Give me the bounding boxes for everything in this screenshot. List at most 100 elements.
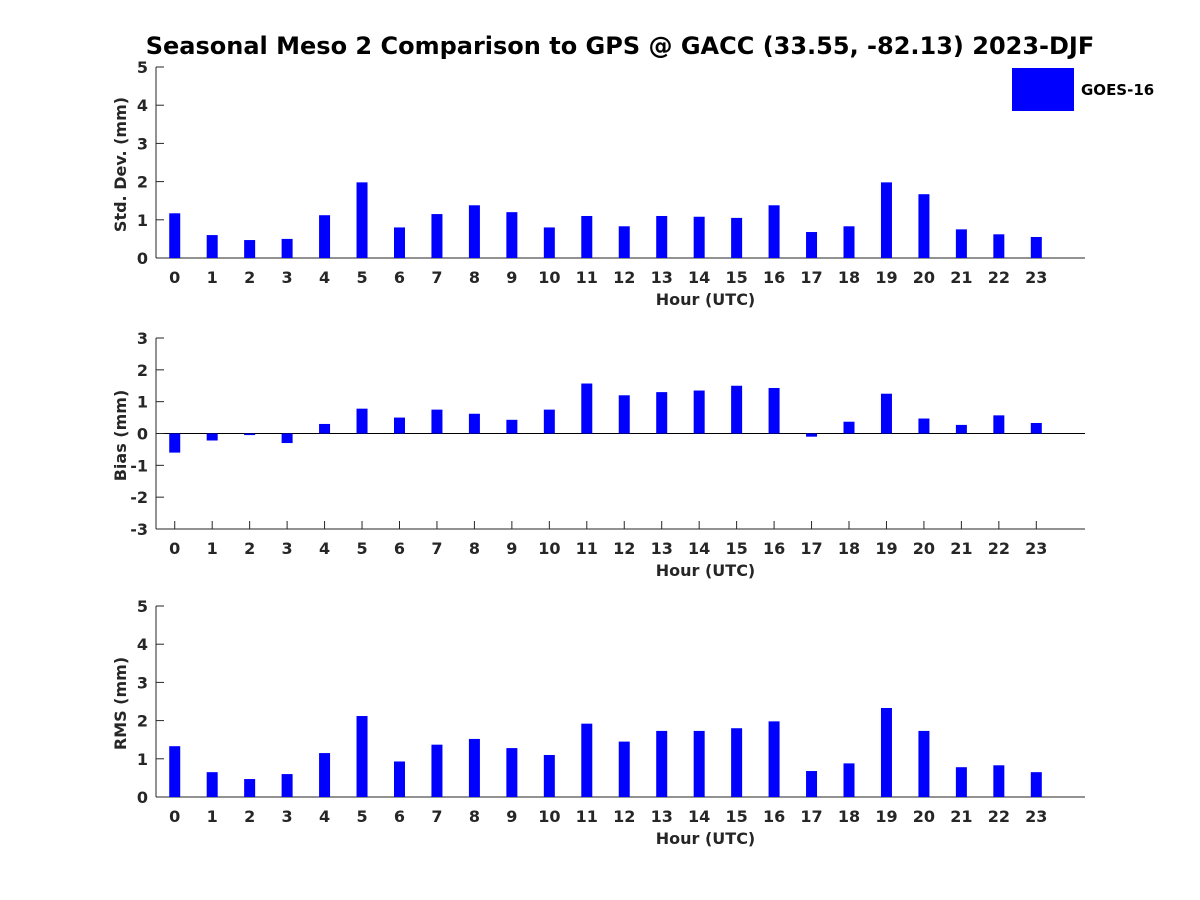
- bias-xtick-label: 22: [988, 539, 1010, 558]
- std-dev-bar: [543, 227, 555, 258]
- rms-bar: [581, 723, 593, 797]
- rms-ytick-label: 4: [137, 635, 148, 654]
- bias-bar: [918, 418, 930, 434]
- std-dev-bar: [468, 205, 480, 258]
- rms-xtick-label: 6: [394, 807, 405, 826]
- bias-bar: [393, 417, 405, 434]
- bias-bar: [244, 433, 256, 436]
- std-dev-xtick-label: 18: [838, 268, 860, 287]
- rms-bar: [1030, 772, 1042, 797]
- bias-bar: [880, 393, 892, 434]
- rms-bar: [169, 746, 181, 797]
- std-dev-ytick-label: 1: [137, 211, 148, 230]
- bias-xtick-label: 5: [356, 539, 367, 558]
- bias-ytick-label: -1: [130, 456, 148, 475]
- bias-bar: [468, 413, 480, 434]
- rms-bar: [356, 716, 368, 797]
- rms-xtick-label: 17: [800, 807, 822, 826]
- bias-xtick-label: 12: [613, 539, 635, 558]
- rms-bar: [618, 741, 630, 797]
- std-dev-xtick-label: 14: [688, 268, 710, 287]
- bias-ytick-label: -3: [130, 520, 148, 539]
- rms-bar: [918, 730, 930, 797]
- rms-xtick-label: 7: [431, 807, 442, 826]
- rms-xlabel: Hour (UTC): [656, 829, 756, 848]
- std-dev-bar: [918, 194, 930, 258]
- bias-xtick-label: 2: [244, 539, 255, 558]
- std-dev-bar: [693, 216, 705, 258]
- bias-xtick-label: 16: [763, 539, 785, 558]
- bias-xtick-label: 18: [838, 539, 860, 558]
- bias-xtick-label: 1: [207, 539, 218, 558]
- std-dev-bar: [206, 235, 218, 258]
- bias-xtick-label: 4: [319, 539, 330, 558]
- std-dev-xtick-label: 15: [725, 268, 747, 287]
- rms-bar: [843, 763, 855, 797]
- bias-xlabel: Hour (UTC): [656, 561, 756, 580]
- rms-bar: [693, 730, 705, 797]
- bias-xtick-label: 23: [1025, 539, 1047, 558]
- rms-ytick-label: 5: [137, 597, 148, 616]
- std-dev-bar: [319, 215, 331, 258]
- std-dev-bar: [955, 229, 967, 258]
- legend-swatch-goes16: [1012, 68, 1074, 111]
- bias-ytick-label: -2: [130, 488, 148, 507]
- rms-xtick-label: 11: [576, 807, 598, 826]
- rms-ytick-label: 3: [137, 673, 148, 692]
- bias-bar: [1030, 422, 1042, 434]
- rms-bar: [955, 767, 967, 797]
- std-dev-xtick-label: 1: [207, 268, 218, 287]
- rms-xtick-label: 1: [207, 807, 218, 826]
- std-dev-xtick-label: 23: [1025, 268, 1047, 287]
- std-dev-bar: [356, 182, 368, 258]
- bias-xtick-label: 13: [651, 539, 673, 558]
- std-dev-ylabel: Std. Dev. (mm): [111, 97, 130, 232]
- std-dev-ytick-label: 2: [137, 173, 148, 192]
- std-dev-xtick-label: 20: [913, 268, 935, 287]
- bias-xtick-label: 6: [394, 539, 405, 558]
- bias-bar: [656, 392, 668, 434]
- rms-ylabel: RMS (mm): [111, 657, 130, 750]
- figure-title: Seasonal Meso 2 Comparison to GPS @ GACC…: [146, 32, 1095, 60]
- bias-bar: [356, 408, 368, 434]
- std-dev-bar: [768, 205, 780, 258]
- std-dev-bar: [618, 226, 630, 258]
- std-dev-xlabel: Hour (UTC): [656, 290, 756, 309]
- rms-xtick-label: 19: [875, 807, 897, 826]
- rms-bar: [880, 707, 892, 797]
- bias-bar: [281, 433, 293, 444]
- std-dev-bar: [806, 232, 818, 258]
- rms-xtick-label: 14: [688, 807, 710, 826]
- rms-bar: [206, 772, 218, 797]
- std-dev-ytick-label: 3: [137, 134, 148, 153]
- bias-bar: [319, 423, 331, 434]
- rms-bar: [506, 748, 518, 797]
- std-dev-bar: [431, 214, 443, 258]
- std-dev-xtick-label: 8: [469, 268, 480, 287]
- rms-xtick-label: 16: [763, 807, 785, 826]
- rms-xtick-label: 22: [988, 807, 1010, 826]
- std-dev-xtick-label: 13: [651, 268, 673, 287]
- rms-xtick-label: 8: [469, 807, 480, 826]
- std-dev-ytick-label: 4: [137, 96, 148, 115]
- bias-bar: [169, 433, 181, 453]
- std-dev-xtick-label: 22: [988, 268, 1010, 287]
- rms-ytick-label: 2: [137, 712, 148, 731]
- bias-ytick-label: 2: [137, 361, 148, 380]
- rms-xtick-label: 9: [506, 807, 517, 826]
- std-dev-xtick-label: 11: [576, 268, 598, 287]
- rms-xtick-label: 15: [725, 807, 747, 826]
- bias-bar: [618, 395, 630, 434]
- std-dev-bar: [506, 212, 518, 258]
- bias-xtick-label: 19: [875, 539, 897, 558]
- bias-bar: [843, 421, 855, 434]
- rms-bar: [319, 753, 331, 797]
- std-dev-bar: [993, 234, 1005, 258]
- rms-bar: [393, 761, 405, 797]
- rms-xtick-label: 3: [282, 807, 293, 826]
- rms-xtick-label: 23: [1025, 807, 1047, 826]
- std-dev-ytick-label: 0: [137, 249, 148, 268]
